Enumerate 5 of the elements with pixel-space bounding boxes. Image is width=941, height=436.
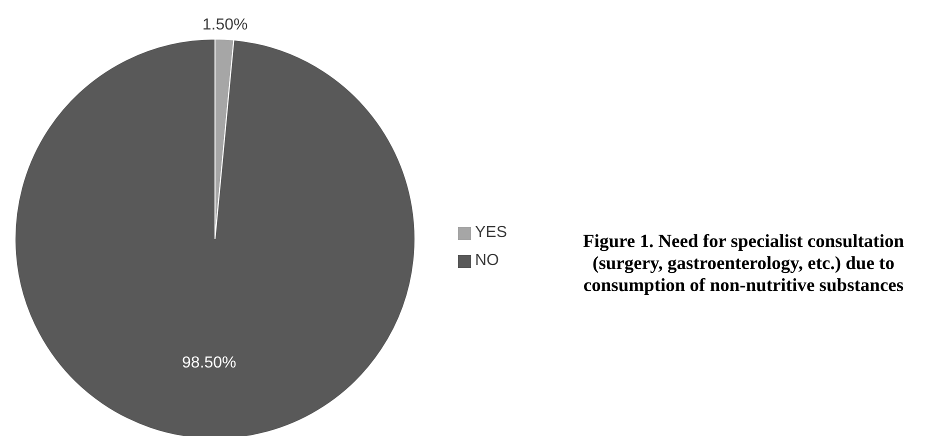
text: Figure 1. Need for specialist consultation (surgery, gastroenterology, etc.) due to consumption of non-nutritive substances (582, 231, 905, 297)
legend-label: YES (475, 224, 508, 242)
data-label: 98.50% (182, 354, 236, 372)
legend-label: NO (475, 252, 499, 270)
data-label: 1.50% (202, 16, 248, 34)
